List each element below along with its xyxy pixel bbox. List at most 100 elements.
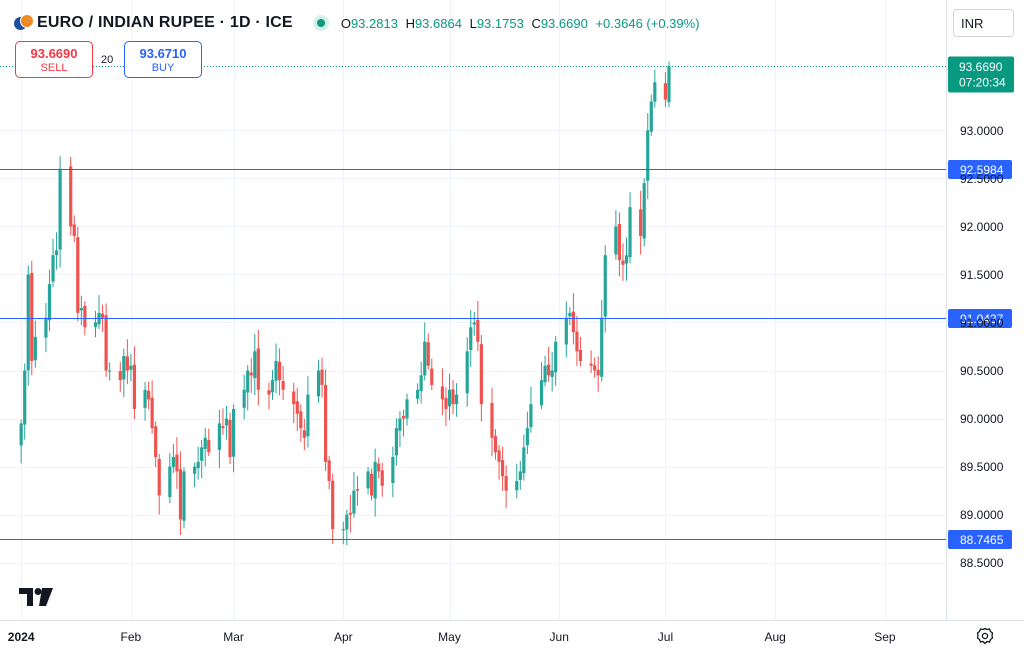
- candle-body: [122, 356, 126, 380]
- spread-value: 20: [101, 54, 114, 66]
- tradingview-logo-icon[interactable]: [19, 588, 53, 606]
- candle-body: [451, 389, 455, 405]
- candle-body: [302, 430, 306, 438]
- sell-button[interactable]: 93.6690 SELL: [15, 41, 93, 78]
- candle-body: [221, 426, 225, 429]
- candle-body: [391, 457, 395, 483]
- candle-body: [327, 460, 331, 482]
- candle-body: [69, 166, 73, 227]
- horizontal-line-tag: [948, 160, 1012, 179]
- candle-body: [589, 363, 593, 366]
- candle-body: [83, 305, 87, 328]
- candle-body: [76, 237, 80, 313]
- horizontal-line-value: 92.5984: [960, 163, 1004, 177]
- low-value: 93.1753: [476, 15, 524, 31]
- horizontal-line-value: 88.7465: [960, 533, 1004, 547]
- candle-body: [93, 322, 98, 327]
- candle-body: [58, 168, 62, 250]
- time-axis[interactable]: 2024 Feb Mar Apr May Jun Jul Aug Sep: [8, 630, 896, 644]
- candle-body: [405, 399, 409, 419]
- candlestick-series: [19, 61, 671, 546]
- candle-body: [377, 463, 381, 472]
- candle-body: [182, 471, 186, 521]
- candle-body: [44, 317, 48, 338]
- candle-body: [394, 428, 398, 456]
- price-axis-label: 93.0000: [960, 124, 1004, 138]
- high-value: 93.6864: [414, 15, 462, 31]
- price-axis-label: 91.5000: [960, 268, 1004, 282]
- time-axis-label: Aug: [765, 630, 786, 644]
- candle-body: [653, 82, 657, 102]
- candle-body: [568, 312, 572, 317]
- price-axis[interactable]: 88.5000 89.0000 89.5000 90.0000 90.5000 91.00…: [960, 124, 1004, 570]
- candle-body: [168, 466, 172, 498]
- candle-body: [419, 375, 423, 392]
- close-value: 93.6690: [540, 15, 588, 31]
- candle-body: [366, 471, 370, 489]
- candle-body: [341, 529, 345, 531]
- candle-body: [228, 419, 232, 458]
- candle-body: [242, 389, 246, 408]
- candle-body: [200, 447, 204, 461]
- candle-body: [292, 391, 296, 405]
- candle-body: [253, 351, 257, 379]
- candle-body: [19, 423, 23, 446]
- candle-body: [603, 255, 607, 317]
- candle-body: [547, 364, 551, 376]
- symbol-title[interactable]: EURO / INDIAN RUPEE · 1D · ICE: [37, 14, 293, 31]
- candle-body: [100, 313, 105, 318]
- market-open-icon[interactable]: [312, 15, 329, 31]
- candle-body: [51, 255, 55, 282]
- candle-body: [171, 457, 175, 467]
- sell-label: SELL: [40, 62, 68, 74]
- candle-body: [79, 308, 83, 311]
- candle-body: [175, 454, 179, 472]
- candle-body: [380, 470, 384, 486]
- buy-button[interactable]: 93.6710 BUY: [124, 41, 202, 78]
- candle-body: [352, 490, 356, 514]
- candle-body: [490, 402, 494, 438]
- candle-body: [277, 361, 282, 381]
- horizontal-line-value: 91.0437: [960, 312, 1004, 326]
- candle-body: [518, 471, 522, 480]
- candle-body: [246, 370, 250, 393]
- candle-body: [401, 415, 406, 419]
- candle-body: [267, 390, 271, 395]
- candle-body: [515, 481, 519, 491]
- time-axis-label: Mar: [223, 630, 244, 644]
- candle-body: [624, 255, 629, 264]
- candle-body: [299, 411, 303, 429]
- buy-label: BUY: [151, 62, 175, 74]
- candle-body: [23, 370, 27, 425]
- candle-body: [30, 272, 34, 361]
- candle-body: [646, 130, 650, 181]
- candle-body: [54, 250, 59, 256]
- settings-icon[interactable]: [976, 627, 994, 645]
- ohlc-values: O93.2813 H93.6864 L93.1753 C93.6690 +0.3…: [340, 15, 700, 31]
- candle-body: [564, 317, 568, 345]
- horizontal-lines[interactable]: 92.5984 91.0437 88.7465: [0, 160, 1012, 549]
- candle-body: [193, 466, 197, 474]
- candle-body: [355, 489, 360, 491]
- candle-body: [504, 476, 508, 491]
- candle-body: [444, 397, 448, 409]
- price-axis-label: 90.0000: [960, 412, 1004, 426]
- last-price-line: 93.6690 07:20:34: [0, 56, 1014, 93]
- candle-body: [416, 389, 420, 399]
- candle-body: [274, 360, 278, 381]
- candle-body: [316, 370, 321, 397]
- currency-selector[interactable]: INR: [953, 9, 1014, 37]
- candle-body: [270, 380, 275, 393]
- candle-body: [398, 418, 402, 431]
- candle-body: [345, 514, 349, 530]
- candle-body: [617, 223, 622, 261]
- candle-body: [554, 341, 558, 373]
- candle-body: [472, 322, 476, 325]
- price-axis-label: 89.0000: [960, 508, 1004, 522]
- candle-body: [614, 226, 618, 255]
- candle-body: [501, 460, 505, 477]
- candle-body: [256, 348, 260, 390]
- candle-body: [454, 394, 459, 405]
- candle-body: [207, 439, 211, 453]
